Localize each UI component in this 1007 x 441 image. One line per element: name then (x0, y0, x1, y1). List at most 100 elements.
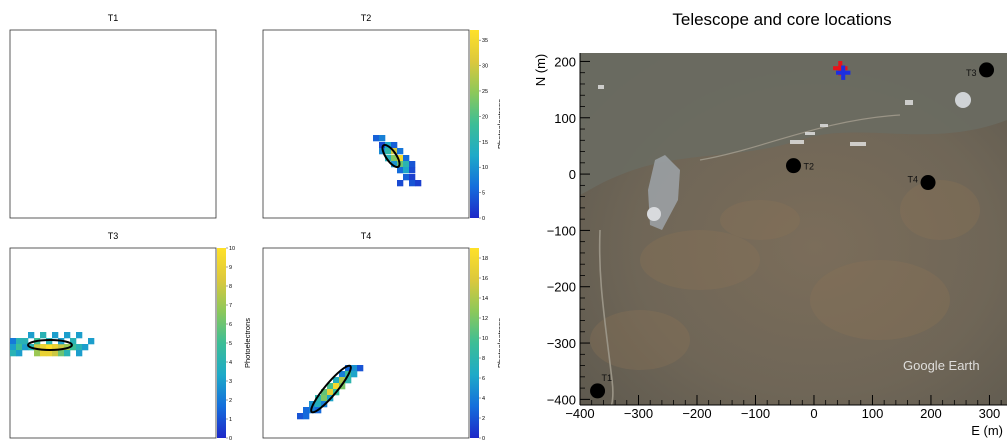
camera-pixel (10, 338, 17, 345)
camera-panel-t2: T2 0 5 10 15 20 25 30 35 Photoelectrons (262, 13, 500, 222)
camera-pixel (303, 413, 310, 420)
camera-pixel (16, 344, 23, 351)
camera-pixel (70, 338, 77, 345)
telescope-label: T3 (966, 68, 977, 78)
camera-pixel (397, 167, 404, 174)
pixel-layer (297, 364, 364, 420)
camera-pixel (345, 365, 352, 372)
soil-patch (810, 260, 950, 340)
camera-pixel (409, 167, 416, 174)
vegetation-band (580, 53, 1007, 195)
camera-pixel (16, 338, 23, 345)
colorbar-tick-label: 7 (229, 303, 232, 309)
camera-pixel (303, 407, 310, 414)
panel-frame (262, 29, 470, 219)
colorbar-tick-label: 6 (229, 322, 232, 328)
x-tick-label: 0 (810, 406, 817, 421)
camera-pixel (315, 395, 322, 402)
x-tick-label: −200 (682, 406, 711, 421)
camera-pixel (385, 148, 392, 155)
camera-pixel (321, 395, 328, 402)
camera-pixel (391, 142, 398, 149)
structure (905, 100, 913, 105)
y-tick-label: −200 (547, 280, 576, 295)
x-tick-label: −100 (741, 406, 770, 421)
camera-pixel (391, 155, 398, 162)
camera-pixel (46, 344, 53, 351)
camera-pixel (52, 332, 59, 339)
camera-pixel (46, 350, 53, 357)
camera-pixel (403, 161, 410, 168)
camera-pixel (297, 413, 304, 420)
road (598, 229, 614, 405)
cross-bar (838, 61, 843, 76)
camera-pixel (397, 148, 404, 155)
colorbar (470, 30, 479, 218)
camera-pixel (10, 344, 17, 351)
hillas-ellipse (27, 339, 73, 351)
panel-frame (9, 29, 217, 219)
camera-pixel (327, 389, 334, 396)
camera-image-grid: T1 T205101520253035PhotoelectronsT3012345… (9, 13, 500, 441)
panel-title: T2 (361, 13, 372, 23)
camera-pixel (40, 332, 47, 339)
x-tick-label: 200 (920, 406, 942, 421)
dome (955, 92, 971, 108)
colorbar-tick-label: 14 (482, 296, 488, 302)
camera-pixel (351, 371, 358, 378)
structure (850, 142, 866, 146)
camera-panel-t4: T4 0 2 4 6 8 10 12 14 16 18 Photoelectrons (262, 231, 500, 441)
colorbar-tick-label: 25 (482, 89, 488, 95)
colorbar-label: Photoelectrons (243, 318, 252, 368)
telescope-marker-t3 (979, 62, 995, 78)
camera-pixel (379, 142, 386, 149)
panel-title: T4 (361, 231, 372, 241)
camera-pixel (391, 161, 398, 168)
camera-pixel (409, 174, 416, 181)
x-tick-label: 300 (979, 406, 1001, 421)
camera-pixel (309, 407, 316, 414)
camera-panel-t3: T3 0 1 2 3 4 5 6 7 8 9 10 Photoelectrons (9, 231, 252, 441)
camera-pixel (403, 167, 410, 174)
colorbar-tick-label: 10 (482, 336, 488, 342)
colorbar-label: Photoelectrons (496, 318, 500, 368)
telescope-marker-t4 (920, 175, 936, 191)
colorbar-tick-label: 12 (482, 316, 488, 322)
soil-patch (720, 200, 800, 240)
camera-pixel (327, 383, 334, 390)
colorbar-tick-label: 4 (482, 396, 485, 402)
camera-pixel (52, 344, 59, 351)
colorbar-tick-label: 1 (229, 417, 232, 423)
true-core-marker (833, 61, 848, 76)
camera-pixel (58, 350, 65, 357)
camera-pixel (385, 155, 392, 162)
camera-pixel (76, 344, 83, 351)
panel-frame (9, 247, 217, 439)
camera-pixel (409, 180, 416, 187)
dome (647, 207, 661, 221)
telescope-marker-t1 (590, 383, 606, 399)
reconstructed-core-marker (836, 65, 851, 80)
camera-pixel (357, 365, 364, 372)
colorbar-tick-label: 6 (482, 376, 485, 382)
y-tick-label: 0 (569, 167, 576, 182)
colorbar-tick-label: 2 (229, 398, 232, 404)
structure (598, 85, 604, 89)
camera-pixel (64, 332, 71, 339)
hillas-ellipse (310, 364, 352, 414)
colorbar-tick-label: 0 (482, 436, 485, 441)
x-tick-label: −400 (565, 406, 594, 421)
camera-pixel (58, 344, 65, 351)
y-tick-label: 200 (554, 54, 576, 69)
camera-pixel (64, 350, 71, 357)
camera-pixel (403, 174, 410, 181)
y-axis-label: N (m) (533, 54, 548, 87)
colorbar-tick-label: 9 (229, 265, 232, 271)
colorbar-tick-label: 8 (229, 284, 232, 290)
camera-pixel (333, 383, 340, 390)
hillas-ellipse (381, 143, 401, 169)
soil-patch (640, 230, 760, 290)
camera-pixel (40, 344, 47, 351)
colorbar-tick-label: 16 (482, 276, 488, 282)
camera-pixel (397, 180, 404, 187)
